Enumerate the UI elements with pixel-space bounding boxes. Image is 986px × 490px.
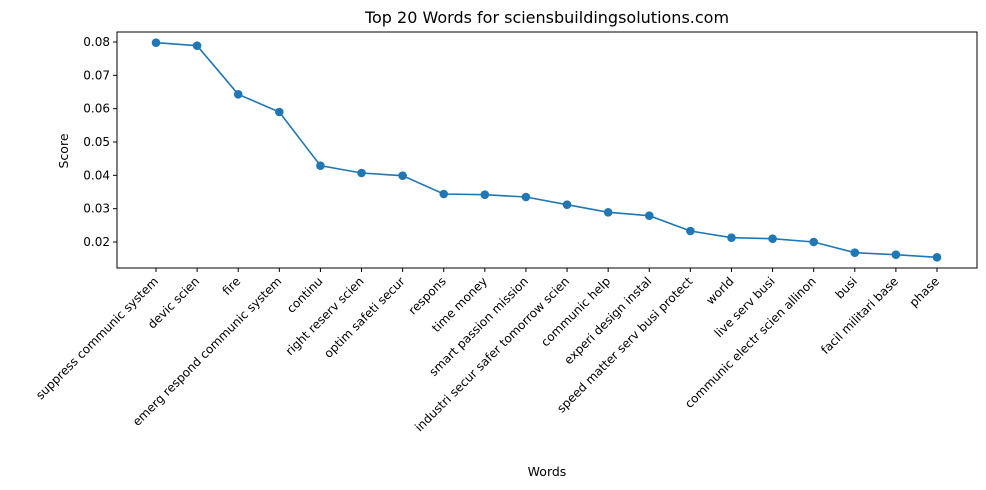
y-tick-label: 0.03: [83, 202, 110, 216]
data-point: [562, 200, 572, 209]
x-axis-label: Words: [528, 464, 567, 479]
y-tick-label: 0.04: [83, 168, 110, 182]
x-tick-label: facil militari base: [818, 274, 901, 357]
data-point: [439, 189, 449, 199]
x-tick-label: right reserv scien: [283, 274, 367, 358]
data-point: [644, 211, 654, 220]
y-tick-label: 0.07: [83, 68, 110, 82]
y-tick-label: 0.02: [83, 235, 110, 249]
chart-title: Top 20 Words for sciensbuildingsolutions…: [364, 8, 729, 27]
x-tick-label: continu: [284, 274, 326, 316]
data-point: [316, 161, 325, 170]
data-point: [932, 253, 942, 262]
x-tick-label: industri secur safer tomorrow scien: [412, 274, 572, 434]
data-point: [727, 233, 736, 242]
data-point: [151, 38, 161, 47]
data-point: [480, 190, 490, 199]
x-tick-label: fire: [220, 274, 244, 298]
x-tick-label: emerg respond communic system: [130, 274, 285, 429]
y-axis-label: Score: [56, 133, 71, 168]
x-tick-label: world: [703, 274, 736, 307]
data-point: [768, 234, 777, 243]
x-tick-label: suppress communic system: [33, 274, 161, 402]
data-point: [850, 248, 860, 257]
data-point: [398, 171, 407, 180]
x-tick-label: busi: [832, 274, 859, 301]
x-tick-label: communic help: [538, 274, 613, 349]
data-point: [603, 208, 613, 217]
data-point: [521, 192, 531, 202]
data-point: [891, 250, 901, 259]
y-tick-label: 0.06: [83, 102, 110, 116]
y-tick-label: 0.08: [83, 35, 110, 49]
x-tick-label: optim safeti secur: [321, 274, 408, 361]
data-point: [809, 237, 818, 247]
axes-frame: [116, 31, 978, 269]
data-point: [357, 168, 366, 178]
data-point: [233, 90, 243, 99]
data-point: [192, 41, 202, 50]
plot-area: 0.02 0.03 0.04 0.05 0.06 0.07 0.08 suppress com…: [33, 31, 978, 434]
x-tick-label: phase: [907, 274, 943, 310]
data-point: [686, 226, 695, 236]
y-tick-label: 0.05: [83, 135, 110, 149]
series-line: [155, 41, 938, 259]
data-point: [275, 107, 284, 117]
